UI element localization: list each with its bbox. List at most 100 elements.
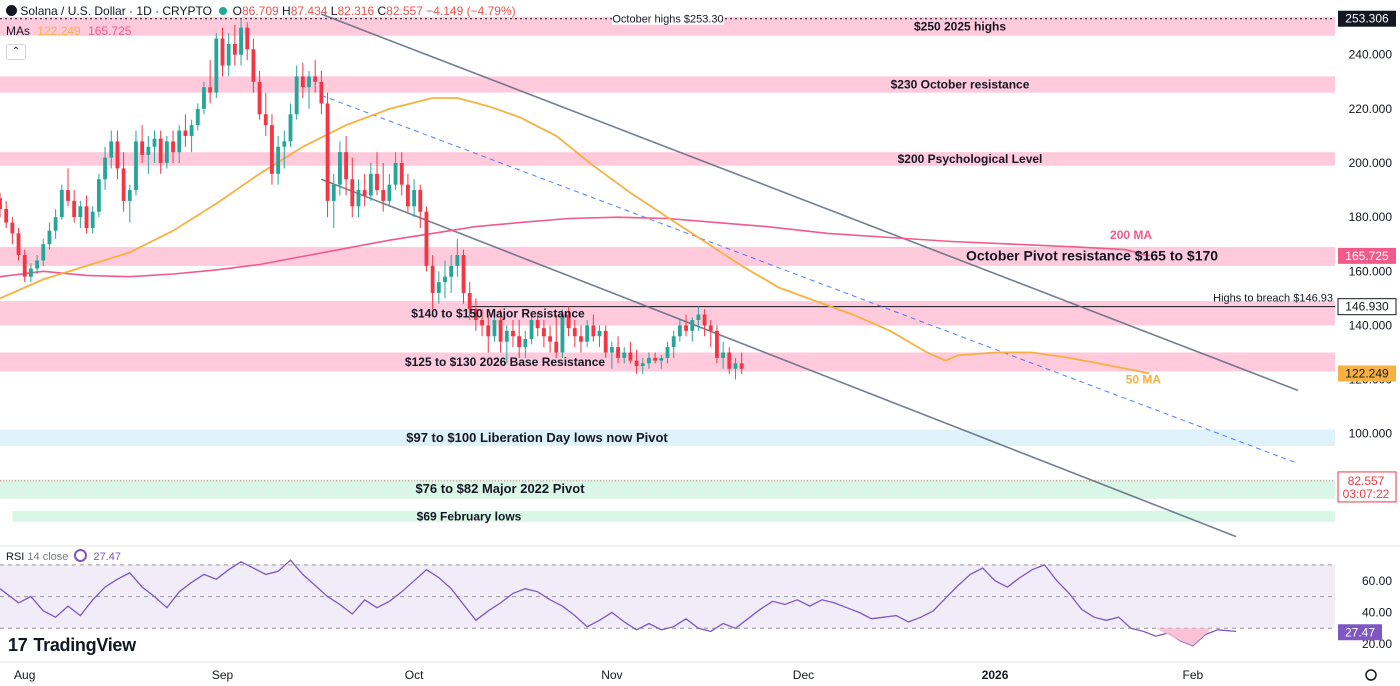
low-value: 82.316 <box>337 4 375 18</box>
candle-body <box>307 76 311 88</box>
candle-body <box>492 320 497 337</box>
price-tag-text: 165.725 <box>1345 249 1389 263</box>
price-tag-text: 146.930 <box>1345 300 1389 314</box>
tradingview-logo-icon: 17 <box>8 635 28 655</box>
rsi-value-tag-text: 27.47 <box>1345 625 1375 639</box>
candle-body <box>350 179 355 207</box>
candle-body <box>387 184 392 201</box>
candle-body <box>480 320 484 326</box>
candle-body <box>300 76 305 88</box>
candle-body <box>739 363 744 369</box>
zone-band <box>0 429 1335 446</box>
candle-body <box>288 114 293 142</box>
tradingview-logo[interactable]: 17 TradingView <box>8 635 136 656</box>
rsi-params: 14 close <box>27 551 69 563</box>
price-tag <box>1338 247 1396 264</box>
candle-body <box>677 325 682 337</box>
rsi-oversold-fill <box>1155 628 1212 646</box>
candle-body <box>449 265 454 277</box>
candle-body <box>115 141 120 169</box>
breach-label: Highs to breach $146.93 <box>1213 293 1333 305</box>
candle-body <box>22 255 27 277</box>
candle-body <box>393 163 398 185</box>
zone-band <box>0 16 1335 36</box>
candle-body <box>579 336 583 342</box>
price-tag <box>1338 365 1396 382</box>
candle-body <box>640 363 645 367</box>
ma-label: 50 MA <box>1126 373 1162 387</box>
candle-body <box>319 81 324 104</box>
candle-body <box>702 314 707 326</box>
time-tick-label: Sep <box>212 668 234 682</box>
candle-body <box>368 173 373 196</box>
candle-body <box>406 184 410 207</box>
rsi-line <box>0 559 1237 647</box>
rsi-tick-label: 20.00 <box>1362 637 1392 651</box>
candle-body <box>152 138 157 147</box>
candle-body <box>412 190 417 207</box>
rsi-legend-value: 27.47 <box>93 551 122 563</box>
collapse-legend-button[interactable]: ⌃ <box>6 44 26 60</box>
candle-body <box>325 103 330 201</box>
rsi-value-tag <box>1338 624 1382 641</box>
candle-body <box>554 341 559 353</box>
high-value: 87.434 <box>290 4 328 18</box>
candle-body <box>443 276 447 283</box>
price-tag-text: 253.306 <box>1345 12 1389 26</box>
candle-body <box>4 209 9 223</box>
candle-body <box>164 141 169 164</box>
close-value: 82.557 <box>386 4 423 18</box>
settings-gear-icon[interactable] <box>1365 669 1377 681</box>
candle-body <box>263 114 268 126</box>
price-tick-label: 100.000 <box>1349 427 1393 441</box>
zone-label: $200 Psychological Level <box>898 152 1043 166</box>
candle-body <box>591 325 596 337</box>
candle-body <box>671 336 676 348</box>
candle-body <box>467 292 472 310</box>
candle-body <box>715 330 719 358</box>
zone-label: October Pivot resistance $165 to $170 <box>966 247 1218 263</box>
ma-legend[interactable]: MAs 122.249 165.725 <box>6 24 131 38</box>
upper-channel-trendline <box>321 13 1299 392</box>
zone-band <box>0 76 1335 93</box>
candle-body <box>183 130 188 136</box>
refresh-icon[interactable] <box>74 549 88 562</box>
candle-body <box>498 320 503 342</box>
october-high-label: October highs $253.30 <box>612 14 723 26</box>
ma-label: 200 MA <box>1110 228 1152 242</box>
price-tag <box>1338 10 1396 27</box>
candle-body <box>121 168 126 201</box>
price-tag-text: 122.249 <box>1345 366 1389 380</box>
market-status-icon <box>219 7 228 15</box>
symbol-header: Solana / U.S. Dollar · 1D · CRYPTO O86.7… <box>6 4 516 18</box>
candle-body <box>245 27 250 50</box>
change-value: −4.149 (−4.79%) <box>426 4 516 18</box>
ma-legend-label: MAs <box>6 24 30 38</box>
candle-body <box>585 325 590 342</box>
ma200-legend-value: 165.725 <box>88 24 132 38</box>
candle-body <box>659 357 664 361</box>
candle-body <box>35 260 39 269</box>
candle-body <box>127 190 132 201</box>
candle-body <box>572 328 577 337</box>
open-label: O <box>232 4 242 18</box>
candle-body <box>473 309 478 321</box>
candle-body <box>16 233 21 256</box>
candle-body <box>430 265 435 293</box>
candle-body <box>189 125 194 136</box>
candle-body <box>628 352 633 361</box>
zone-label: $125 to $130 2026 Base Resistance <box>405 355 605 369</box>
time-tick-label: Feb <box>1183 668 1204 682</box>
candle-body <box>66 190 70 201</box>
last-price-tag <box>1337 471 1397 503</box>
ma200-line <box>0 216 1150 278</box>
candle-body <box>418 190 423 212</box>
candle-body <box>294 76 299 115</box>
candle-body <box>541 328 546 337</box>
symbol-title[interactable]: Solana / U.S. Dollar · 1D · CRYPTO <box>20 4 212 18</box>
candle-body <box>177 130 182 153</box>
candle-body <box>226 43 231 66</box>
rsi-legend[interactable]: RSI 14 close 27.47 <box>6 549 121 563</box>
ma50-legend-value: 122.249 <box>37 24 81 38</box>
